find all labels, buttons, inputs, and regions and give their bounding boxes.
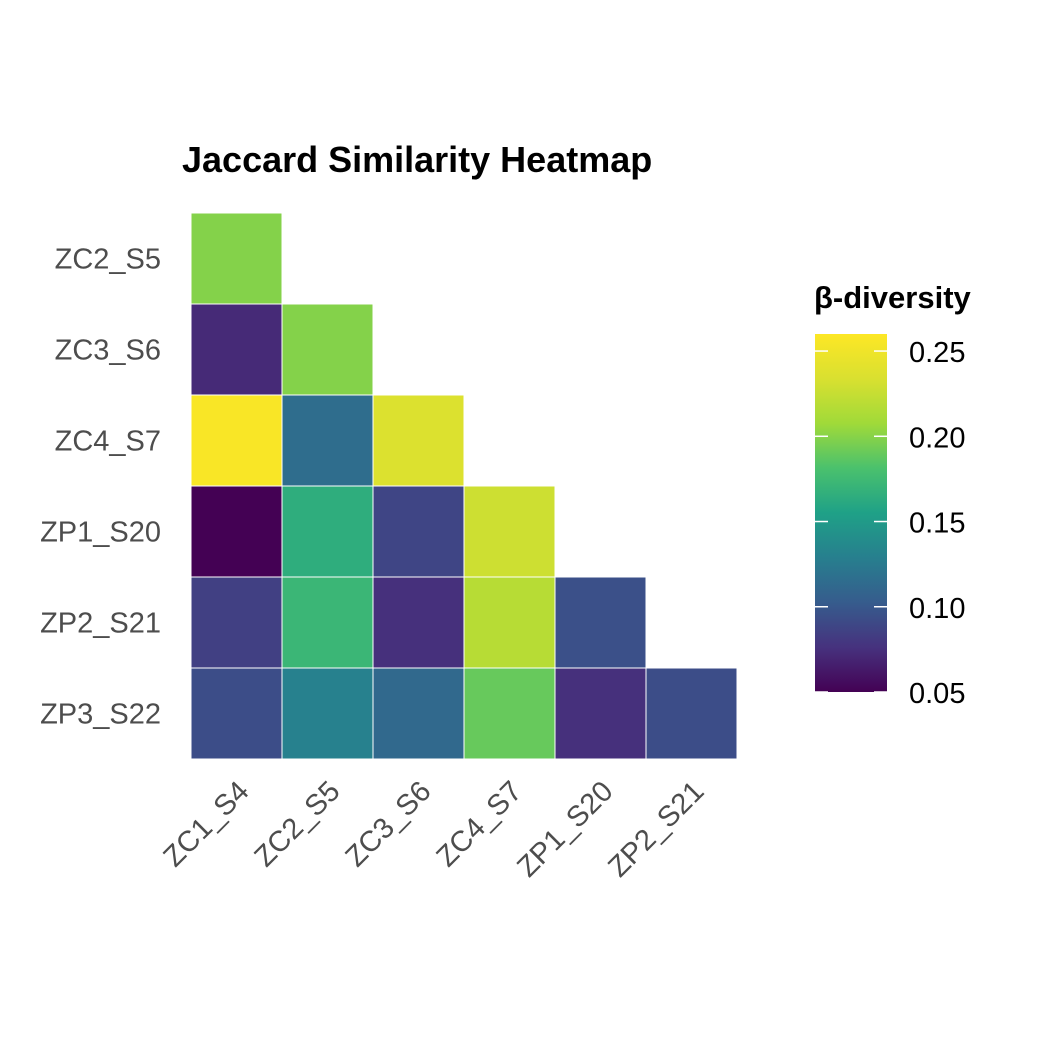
heatmap-cell-ZC3_S6-ZC2_S5 <box>281 303 374 396</box>
heatmap-cell-ZP3_S22-ZC1_S4 <box>190 667 283 760</box>
y-tick-label: ZP1_S20 <box>40 517 161 549</box>
heatmap-cell-ZC4_S7-ZC2_S5 <box>281 394 374 487</box>
heatmap-cell-ZC3_S6-ZC1_S4 <box>190 303 283 396</box>
legend-title: β-diversity <box>814 280 972 315</box>
y-tick-label: ZP2_S21 <box>40 608 161 640</box>
legend-tick-label: 0.25 <box>909 337 965 369</box>
heatmap-cell-ZP2_S21-ZP1_S20 <box>554 576 647 669</box>
heatmap-cell-ZP1_S20-ZC4_S7 <box>463 485 556 578</box>
legend-colorbar <box>815 334 887 692</box>
heatmap-cell-ZP3_S22-ZC4_S7 <box>463 667 556 760</box>
heatmap-cell-ZP2_S21-ZC3_S6 <box>372 576 465 669</box>
x-tick-label: ZC3_S6 <box>340 775 438 873</box>
heatmap-cell-ZP1_S20-ZC3_S6 <box>372 485 465 578</box>
heatmap-cell-ZP1_S20-ZC1_S4 <box>190 485 283 578</box>
x-tick-label: ZP1_S20 <box>511 775 619 883</box>
heatmap-cell-ZP3_S22-ZP2_S21 <box>645 667 738 760</box>
heatmap-cell-ZP3_S22-ZC2_S5 <box>281 667 374 760</box>
legend-ticks: 0.05 0.10 0.15 0.20 0.25 <box>815 337 965 710</box>
heatmap-cell-ZP2_S21-ZC1_S4 <box>190 576 283 669</box>
heatmap-cell-ZC4_S7-ZC1_S4 <box>190 394 283 487</box>
x-tick-label: ZC2_S5 <box>249 775 347 873</box>
heatmap-cell-ZP1_S20-ZC2_S5 <box>281 485 374 578</box>
heatmap-cell-ZP3_S22-ZP1_S20 <box>554 667 647 760</box>
heatmap-cell-ZC2_S5-ZC1_S4 <box>190 212 283 305</box>
x-tick-label: ZP2_S21 <box>602 775 710 883</box>
legend-tick-label: 0.10 <box>909 593 965 625</box>
heatmap-cell-ZP2_S21-ZC2_S5 <box>281 576 374 669</box>
legend-tick-label: 0.20 <box>909 422 965 454</box>
chart-title: Jaccard Similarity Heatmap <box>182 139 652 180</box>
heatmap-cell-ZP3_S22-ZC3_S6 <box>372 667 465 760</box>
x-tick-label: ZC1_S4 <box>158 775 256 873</box>
y-tick-label: ZC3_S6 <box>55 335 161 367</box>
heatmap-cell-ZC4_S7-ZC3_S6 <box>372 394 465 487</box>
y-axis-tick-labels: ZC2_S5 ZC3_S6 ZC4_S7 ZP1_S20 ZP2_S21 ZP3_S22 <box>40 244 161 731</box>
y-tick-label: ZC4_S7 <box>55 426 161 458</box>
heatmap-cells <box>190 212 738 760</box>
y-tick-label: ZP3_S22 <box>40 699 161 731</box>
heatmap-cell-ZP2_S21-ZC4_S7 <box>463 576 556 669</box>
legend-tick-label: 0.15 <box>909 508 965 540</box>
legend: β-diversity 0.05 0.10 0.15 0.20 0.25 <box>814 280 972 710</box>
y-tick-label: ZC2_S5 <box>55 244 161 276</box>
legend-tick-label: 0.05 <box>909 678 965 710</box>
